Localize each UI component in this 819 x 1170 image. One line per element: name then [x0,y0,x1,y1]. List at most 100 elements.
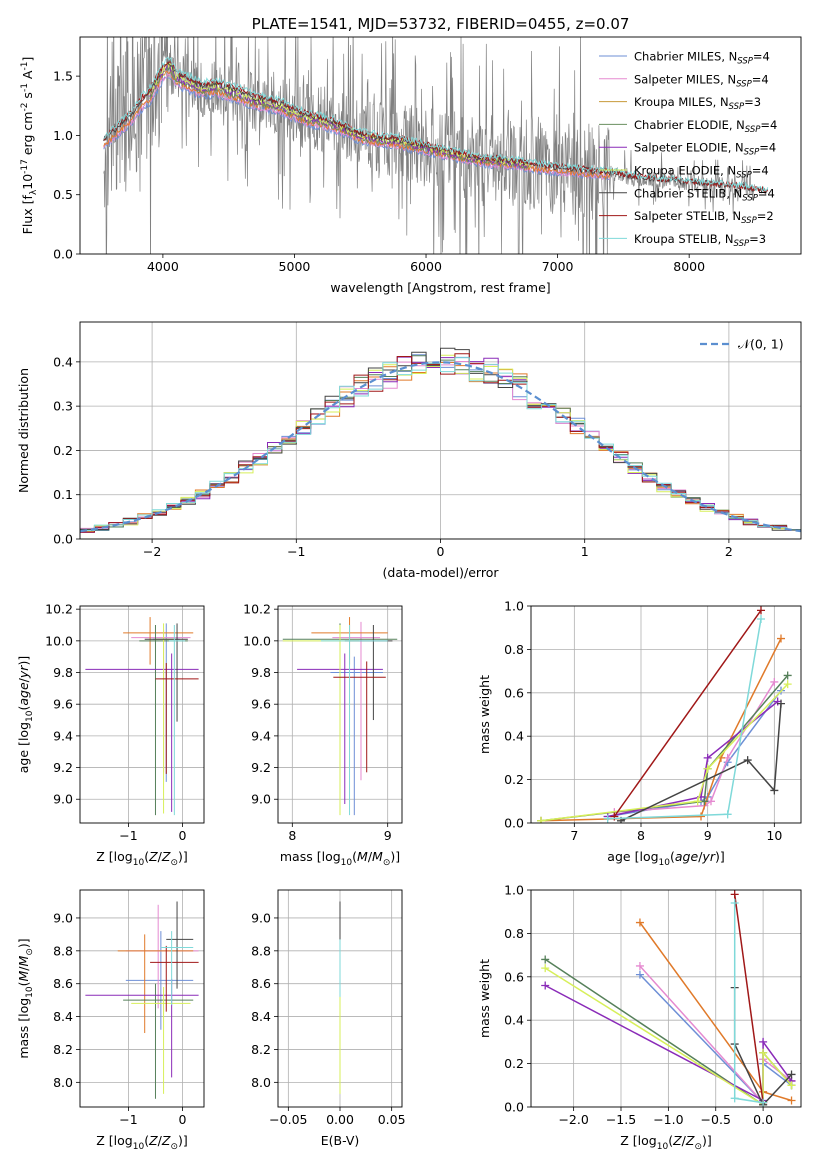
plot-area [80,606,204,823]
x-tick-label: −1 [119,828,137,843]
legend-label: Kroupa STELIB, NSSP=3 [634,232,766,249]
x-tick-label: 9 [384,828,392,843]
y-tick-label: 9.8 [53,665,73,680]
weight-point [743,756,752,765]
weight-point [777,699,785,708]
y-tick-label: 9.4 [251,728,271,743]
y-tick-label: 0.5 [53,187,73,202]
y-axis-label: Normed distribution [16,368,31,493]
x-axis-label: Z [log10(Z/Z⊙)] [620,1133,712,1152]
weight-point [541,955,550,964]
weight-point [730,1094,739,1103]
plot-area [278,890,402,1107]
axes-frame [530,889,802,1108]
y-tick-label: 8.6 [251,976,271,991]
x-axis-label: age [log10(age/yr)] [607,849,724,868]
axes-frame [277,889,403,1108]
y-tick-label: 8.6 [53,976,73,991]
series-kroupa-stelib [103,56,769,193]
y-axis-label: mass weight [477,675,492,754]
y-tick-label: 1.0 [504,883,524,898]
y-tick-label: 0.0 [53,532,73,547]
y-tick-label: 0.0 [504,816,524,831]
weight-point [703,764,712,773]
x-tick-label: 0 [437,544,445,559]
x-tick-label: 0.00 [326,1112,354,1127]
y-axis-label: mass weight [477,959,492,1038]
panel-spectrum: 4000 5000 6000 7000 8000 0.0 0.5 1.0 1.5 waveleng… [20,15,802,295]
y-tick-label: 9.4 [53,728,73,743]
weight-point [541,964,550,973]
y-tick-label: 0.0 [504,1100,524,1115]
legend-label: Kroupa ELODIE, NSSP=4 [634,164,769,181]
x-tick-label: 8000 [673,259,705,274]
weight-point [759,1037,768,1046]
weight-series [620,703,782,822]
y-tick-label: 0.6 [504,969,524,984]
weight-point [757,615,765,624]
weight-point [787,1096,796,1105]
weight-series [614,681,775,813]
weight-series [540,683,789,822]
legend-label: Chabrier STELIB, NSSP=4 [634,186,775,203]
weight-series [544,967,793,1107]
legend: Chabrier MILES, NSSP=4 Salpeter MILES, NS… [599,50,777,249]
y-tick-label: 1.0 [504,599,524,614]
plot-area [531,890,801,1107]
x-tick-label: 0 [178,828,186,843]
y-tick-label: 8.0 [53,1075,73,1090]
y-tick-label: 0.4 [504,729,524,744]
x-tick-label: 2 [725,544,733,559]
x-tick-label: −0.05 [269,1112,307,1127]
weight-point [537,816,545,823]
x-tick-label: 6000 [410,259,442,274]
plot-area [531,606,801,823]
plot-area [80,890,204,1107]
legend-label: Salpeter STELIB, NSSP=2 [634,209,774,226]
y-tick-label: 9.0 [251,910,271,925]
y-tick-label: 0.3 [53,399,73,414]
y-tick-label: 8.4 [53,1009,73,1024]
panel-residuals: −2 −1 0 1 2 0.0 0.1 0.2 0.3 0.4 (data-model)/error… [16,321,802,580]
x-tick-label: 8 [288,828,296,843]
chart-title: PLATE=1541, MJD=53732, FIBERID=0455, z=0… [252,15,630,33]
panel-age_vs_mass: 8 9 9.0 9.2 9.4 9.6 9.8 10.0 10.2 mass [log10(M/M… [243,602,403,868]
weight-point [541,981,550,990]
legend-label: Salpeter ELODIE, NSSP=4 [634,141,776,158]
y-axis-label: Flux [fλ10-17 erg cm-2 s-1 A-1] [20,57,39,235]
x-axis-label: wavelength [Angstrom, rest frame] [330,280,550,295]
histogram [80,357,801,531]
x-tick-label: 7000 [542,259,574,274]
axes-frame [277,605,403,824]
series-data [103,37,756,254]
weight-point [783,671,792,680]
y-tick-label: 0.0 [53,247,73,262]
y-tick-label: 0.2 [53,443,73,458]
legend-label: 𝒩(0, 1) [738,337,784,352]
panel-age_vs_Z: −1 0 9.0 9.2 9.4 9.6 9.8 10.0 10.2 Z [log10(Z/Z⊙)… [16,602,205,868]
legend-label: Chabrier ELODIE, NSSP=4 [634,118,777,135]
weight-series [733,894,764,1103]
axes-frame [79,36,802,255]
weight-series [607,690,782,818]
y-tick-label: 8.2 [251,1042,271,1057]
weight-point [635,918,644,927]
axes-frame [530,605,802,824]
y-tick-label: 10.0 [45,633,73,648]
weight-point [783,680,792,689]
y-tick-label: 0.2 [504,1056,524,1071]
x-axis-label: mass [log10(M/M⊙)] [280,849,400,868]
x-tick-label: 9 [704,828,712,843]
panel-mass_vs_ebv: −0.05 0.00 0.05 8.0 8.2 8.4 8.6 8.8 9.0 E(B-V) [251,889,406,1148]
weight-point [635,961,644,970]
weight-point [757,606,765,615]
legend-label: Salpeter MILES, NSSP=4 [634,72,769,89]
y-tick-label: 9.2 [53,760,73,775]
weight-point [759,1048,768,1057]
y-tick-label: 0.8 [504,642,524,657]
x-tick-label: 0.0 [753,1112,773,1127]
axes-frame [79,889,205,1108]
y-tick-label: 8.8 [251,943,271,958]
x-tick-label: −1 [287,544,305,559]
